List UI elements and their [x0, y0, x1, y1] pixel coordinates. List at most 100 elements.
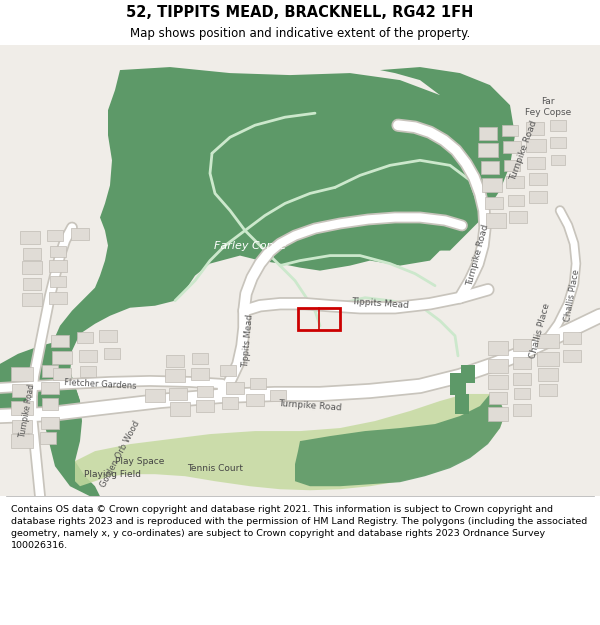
Bar [486, 214, 506, 228]
Bar [196, 400, 214, 412]
Bar [41, 417, 59, 429]
Polygon shape [0, 341, 80, 421]
Text: Fletcher Gardens: Fletcher Gardens [64, 378, 136, 391]
Bar [550, 137, 566, 148]
Bar [529, 191, 547, 204]
Text: Challis Place: Challis Place [528, 302, 552, 359]
Bar [509, 211, 527, 224]
Bar [42, 398, 58, 410]
Bar [551, 155, 565, 166]
Bar [23, 248, 41, 259]
Bar [513, 404, 531, 416]
Bar [526, 139, 546, 152]
Bar [455, 394, 469, 414]
Bar [478, 143, 498, 158]
Bar [49, 292, 67, 304]
Bar [50, 246, 66, 257]
Text: Turnpike Road: Turnpike Road [466, 224, 491, 288]
Bar [99, 330, 117, 342]
Bar [222, 398, 238, 409]
Bar [488, 407, 508, 421]
Text: Tennis Court: Tennis Court [187, 464, 243, 472]
Text: Farley Copse: Farley Copse [214, 241, 286, 251]
Bar [506, 176, 524, 188]
Bar [192, 353, 208, 364]
Bar [513, 373, 531, 385]
Bar [191, 368, 209, 380]
Text: Contains OS data © Crown copyright and database right 2021. This information is : Contains OS data © Crown copyright and d… [11, 505, 587, 549]
Bar [165, 369, 185, 382]
Bar [12, 419, 32, 432]
Bar [226, 382, 244, 394]
Bar [220, 366, 236, 376]
Bar [40, 432, 56, 444]
Text: Far
Fey Copse: Far Fey Copse [525, 98, 571, 117]
Bar [450, 373, 466, 395]
Bar [41, 382, 59, 394]
Polygon shape [40, 67, 485, 496]
Bar [479, 127, 497, 140]
Bar [250, 378, 266, 389]
Bar [563, 350, 581, 362]
Bar [104, 348, 120, 359]
Bar [51, 335, 69, 347]
Text: Tippits Mead: Tippits Mead [351, 298, 409, 310]
Bar [49, 259, 67, 272]
Bar [77, 332, 93, 343]
Bar [71, 228, 89, 239]
Bar [12, 384, 32, 398]
Text: Golden Orb Wood: Golden Orb Wood [98, 419, 142, 489]
Polygon shape [295, 394, 505, 486]
Bar [197, 386, 213, 398]
Bar [246, 394, 264, 406]
Polygon shape [380, 67, 515, 251]
Bar [80, 366, 96, 378]
Bar [461, 365, 475, 383]
Bar [166, 355, 184, 367]
Bar [529, 173, 547, 186]
Bar [11, 434, 33, 448]
Text: Turnpike Road: Turnpike Road [278, 399, 342, 412]
Bar [550, 120, 566, 131]
Bar [22, 293, 42, 306]
Bar [23, 278, 41, 289]
Bar [79, 350, 97, 362]
Bar [11, 367, 33, 381]
Text: Play Space: Play Space [115, 457, 164, 466]
Bar [502, 125, 518, 136]
Bar [526, 122, 544, 135]
Bar [527, 158, 545, 169]
Bar [170, 402, 190, 416]
Bar [482, 178, 502, 192]
Polygon shape [75, 394, 505, 490]
Bar [504, 160, 520, 171]
Text: Turnpike Road: Turnpike Road [18, 384, 36, 438]
Bar [53, 368, 71, 380]
Text: Challis Place: Challis Place [563, 269, 581, 322]
Bar [481, 161, 499, 174]
Bar [52, 351, 72, 364]
Bar [539, 384, 557, 396]
Text: Turnpike Road: Turnpike Road [509, 119, 539, 182]
Bar [514, 389, 530, 399]
Bar [488, 359, 508, 373]
Bar [270, 391, 286, 401]
Bar [298, 308, 340, 330]
Text: Map shows position and indicative extent of the property.: Map shows position and indicative extent… [130, 28, 470, 40]
Bar [20, 231, 40, 244]
Bar [485, 198, 503, 209]
Bar [488, 341, 508, 355]
Bar [169, 388, 187, 400]
Bar [537, 334, 559, 348]
Bar [538, 368, 558, 381]
Bar [513, 357, 531, 369]
Bar [537, 352, 559, 366]
Bar [489, 392, 507, 404]
Bar [50, 276, 66, 287]
Text: Tippits Mead: Tippits Mead [241, 314, 255, 368]
Text: Playing Field: Playing Field [83, 470, 140, 479]
Bar [47, 230, 63, 241]
Bar [508, 195, 524, 206]
Bar [503, 141, 521, 153]
Bar [488, 375, 508, 389]
